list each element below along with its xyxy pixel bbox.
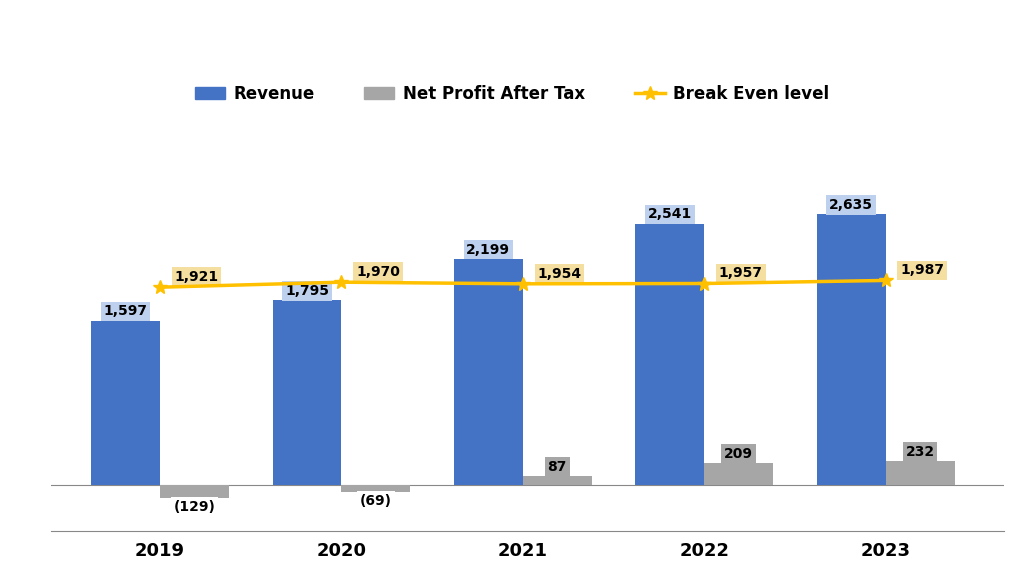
Text: Break Even Chart ($'000): Break Even Chart ($'000) [354,38,670,58]
Text: 1,954: 1,954 [538,267,582,281]
Text: 1,795: 1,795 [285,284,329,298]
Text: 1,597: 1,597 [103,305,147,319]
Bar [160,485,229,498]
Text: 2,199: 2,199 [466,242,510,257]
Bar [272,300,341,485]
Text: 87: 87 [548,460,567,474]
Text: 1,921: 1,921 [174,270,219,284]
Text: 209: 209 [724,447,754,461]
Bar [817,214,886,485]
Bar [635,223,705,485]
Text: 1,957: 1,957 [719,267,763,280]
Bar [705,463,773,485]
Text: 1,970: 1,970 [356,265,399,279]
Bar [523,475,592,485]
Legend: Revenue, Net Profit After Tax, Break Even level: Revenue, Net Profit After Tax, Break Eve… [188,78,836,110]
Bar [91,320,160,485]
Bar [454,258,523,485]
Bar [341,485,411,492]
Text: 1,987: 1,987 [900,263,944,278]
Text: (69): (69) [359,494,392,508]
Text: 2,635: 2,635 [829,198,873,212]
Text: 2,541: 2,541 [647,208,692,222]
Bar [886,461,954,485]
Text: (129): (129) [173,500,215,514]
Text: 232: 232 [905,445,935,459]
